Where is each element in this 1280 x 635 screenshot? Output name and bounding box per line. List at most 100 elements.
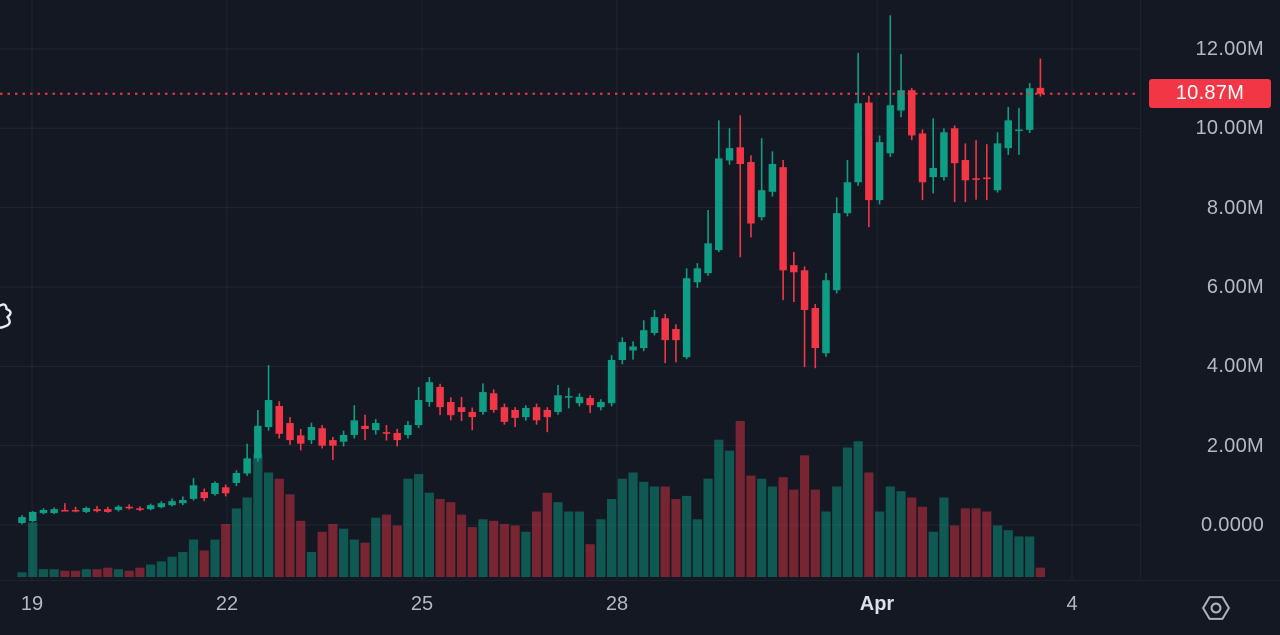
candle-body (607, 359, 616, 404)
candle-body (961, 160, 970, 181)
price-axis-label: 2.00M (1206, 434, 1264, 457)
volume-bar (1025, 536, 1035, 577)
volume-bar (199, 550, 209, 577)
volume-bar (799, 455, 810, 577)
price-axis[interactable]: 12.00M 10.00M 8.00M 6.00M 4.00M 2.00M 0.0000 (1140, 0, 1280, 580)
volume-bar (178, 552, 188, 577)
candle-body (28, 511, 37, 522)
candle-body (61, 509, 69, 512)
candle-body (908, 90, 916, 136)
candle-body (800, 270, 809, 310)
candle-body (768, 164, 777, 192)
candle-body (693, 268, 702, 283)
price-axis-label: 0.0000 (1201, 514, 1264, 536)
volume-bar (875, 511, 885, 577)
volume-bar (435, 499, 445, 577)
candle-body (832, 213, 841, 291)
candle-body (597, 402, 605, 408)
candle-body (1015, 129, 1023, 132)
candle-body (264, 400, 273, 428)
volume-bar (778, 477, 788, 577)
volume-bar (1035, 567, 1045, 577)
candle-body (436, 386, 444, 408)
volume-bar (167, 556, 177, 577)
volume-bar (703, 478, 713, 577)
volume-bar (821, 511, 831, 577)
candle-body (790, 265, 798, 273)
volume-bar (896, 491, 906, 577)
candle-body (747, 162, 755, 224)
volume-bar (607, 499, 617, 577)
candle-body (82, 507, 91, 512)
volume-bar (671, 499, 681, 577)
volume-bar (81, 569, 91, 577)
candle-body (543, 409, 552, 418)
candle-body (822, 280, 830, 354)
candle-body (983, 177, 991, 180)
volume-bar (564, 511, 574, 577)
price-scale-settings-button[interactable] (1199, 593, 1233, 623)
time-axis-label: 22 (215, 593, 239, 615)
candle-body (811, 308, 820, 349)
volume-bar (939, 497, 949, 577)
volume-bar (456, 514, 467, 577)
candle-body (179, 500, 187, 504)
candle-body (672, 329, 680, 341)
candle-body (372, 423, 380, 431)
volume-bar (478, 519, 488, 577)
candle-body (1036, 87, 1045, 94)
candle-body (211, 482, 219, 495)
volume-bar (446, 502, 456, 577)
volume-bar (585, 544, 595, 577)
price-axis-label: 8.00M (1206, 196, 1264, 219)
time-axis[interactable]: 19 22 25 28 Apr 4 (0, 580, 1280, 635)
volume-bar (328, 523, 338, 577)
price-axis-label: 12.00M (1195, 37, 1264, 60)
volume-bar (885, 486, 895, 577)
volume-bar (489, 520, 499, 577)
volume-bar (1014, 536, 1024, 577)
volume-bar (17, 572, 27, 577)
candle-body (136, 508, 144, 510)
candle-body (221, 487, 230, 494)
price-axis-separator (1140, 0, 1141, 580)
candle-body (157, 503, 166, 508)
volume-bar (317, 531, 327, 577)
candle-body (629, 346, 637, 351)
volume-bar (864, 472, 874, 577)
candle-body (468, 411, 476, 418)
candle-body (736, 147, 744, 165)
candle-body (489, 393, 498, 410)
time-axis-label: Apr (859, 593, 895, 615)
volume-bar (907, 497, 917, 577)
volume-bar (103, 567, 113, 577)
volume-bar (285, 494, 295, 577)
price-axis-label: 10.00M (1195, 117, 1264, 140)
candle-body (704, 243, 712, 274)
candle-body (189, 485, 198, 499)
volume-bar (810, 489, 820, 577)
candle-body (564, 396, 573, 398)
volume-bar (842, 447, 853, 577)
candle-body (286, 423, 294, 441)
candle-body (993, 143, 1002, 191)
volume-bar (221, 523, 231, 577)
candle-body (554, 395, 562, 412)
candle-body (39, 509, 48, 514)
volume-bar (682, 495, 692, 577)
candle-body (254, 425, 262, 459)
volume-bar (617, 478, 627, 577)
volume-bar (38, 569, 49, 577)
candle-body (650, 317, 659, 333)
candle-body (886, 105, 895, 154)
volume-bar (542, 492, 552, 577)
volume-bar (960, 508, 970, 577)
candle-body (93, 509, 101, 512)
volume-bar (467, 527, 477, 577)
candle-body (350, 420, 359, 435)
candle-body (843, 182, 852, 214)
time-axis-label: 25 (410, 593, 434, 615)
volume-bar (982, 511, 992, 577)
volume-bar (60, 570, 70, 577)
